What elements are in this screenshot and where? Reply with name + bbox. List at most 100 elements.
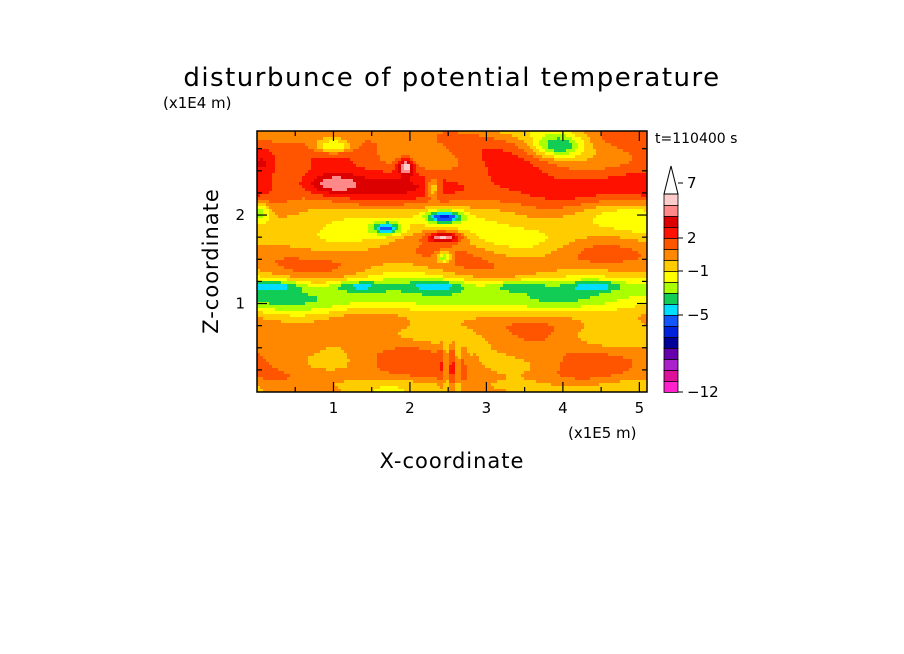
contour-cell (257, 164, 267, 168)
contour-cell (533, 155, 543, 159)
contour-cell (491, 179, 647, 183)
contour-cell (314, 149, 324, 153)
contour-cell (368, 275, 444, 279)
contour-cell (500, 209, 585, 213)
contour-cell (623, 371, 647, 375)
contour-cell (611, 374, 647, 378)
contour-cell (437, 182, 444, 186)
contour-cell (587, 134, 603, 138)
contour-cell (434, 236, 441, 240)
contour-cell (281, 320, 315, 324)
contour-cell (551, 332, 579, 336)
contour-cell (461, 377, 468, 381)
contour-cell (392, 230, 396, 234)
contour-cell (275, 308, 312, 312)
contour-cell (464, 266, 495, 270)
contour-cell (524, 158, 540, 162)
contour-cell (323, 185, 357, 189)
contour-cell (365, 176, 402, 180)
contour-cell (440, 341, 444, 345)
contour-cell (257, 230, 321, 234)
contour-cell (257, 224, 327, 228)
contour-cell (557, 269, 609, 273)
contour-cell (452, 221, 462, 225)
colorbar-segment (663, 380, 679, 393)
contour-cell (302, 176, 318, 180)
contour-cell (548, 173, 627, 177)
contour-cell (563, 206, 597, 210)
contour-cell (257, 377, 264, 381)
contour-cell (257, 203, 267, 207)
contour-cell (437, 254, 441, 258)
contour-cell (404, 389, 450, 392)
contour-cell (410, 164, 414, 168)
y-tick-label: 1 (235, 295, 245, 313)
contour-cell (479, 134, 513, 138)
contour-cell (464, 287, 501, 291)
contour-cell (410, 155, 456, 159)
contour-cell (395, 164, 399, 168)
contour-cell (446, 236, 453, 240)
contour-cell (602, 131, 647, 135)
contour-cell (560, 362, 633, 366)
contour-cell (563, 215, 597, 219)
contour-cell (401, 170, 411, 174)
contour-cell (536, 206, 564, 210)
contour-cell (437, 134, 480, 138)
contour-cell (257, 344, 444, 348)
contour-cell (449, 353, 456, 357)
contour-cell (581, 320, 642, 324)
contour-cell (446, 146, 519, 150)
contour-cell (410, 374, 444, 378)
contour-cell (440, 254, 444, 258)
contour-cell (428, 185, 432, 189)
contour-cell (467, 251, 495, 255)
contour-cell (437, 137, 495, 141)
contour-cell (371, 284, 417, 288)
contour-cell (470, 212, 516, 216)
contour-cell (290, 314, 306, 318)
contour-cell (452, 152, 483, 156)
contour-cell (401, 329, 474, 333)
contour-cell (563, 245, 594, 249)
contour-cell (257, 257, 285, 261)
contour-cell (479, 236, 549, 240)
contour-cell (461, 368, 468, 372)
contour-cell (470, 239, 486, 243)
contour-cell (548, 143, 573, 147)
contour-cell (257, 245, 291, 249)
contour-cell (641, 194, 647, 198)
contour-cell (407, 230, 423, 234)
contour-cell (269, 149, 315, 153)
contour-cell (545, 149, 555, 153)
contour-cell (290, 245, 381, 249)
contour-cell (452, 254, 456, 258)
contour-cell (317, 188, 333, 192)
contour-cell (377, 365, 441, 369)
contour-cell (323, 137, 342, 141)
contour-cell (443, 191, 456, 195)
contour-cell (569, 152, 582, 156)
contour-cell (257, 275, 261, 279)
contour-cell (452, 284, 462, 288)
contour-cell (278, 215, 288, 219)
contour-cell (578, 335, 647, 339)
contour-cell (347, 140, 366, 144)
contour-cell (257, 170, 276, 174)
contour-cell (257, 386, 261, 390)
contour-cell (296, 281, 312, 285)
contour-cell (413, 170, 417, 174)
contour-cell (401, 230, 408, 234)
contour-cell (413, 158, 459, 162)
contour-cell (611, 290, 647, 294)
contour-cell (341, 137, 438, 141)
contour-cell (404, 164, 411, 168)
contour-cell (257, 269, 261, 273)
contour-cell (257, 278, 288, 282)
contour-cell (455, 254, 474, 258)
contour-cell (323, 146, 345, 150)
contour-cell (584, 323, 645, 327)
contour-cell (449, 380, 456, 384)
contour-cell (641, 254, 647, 258)
contour-cell (344, 380, 414, 384)
